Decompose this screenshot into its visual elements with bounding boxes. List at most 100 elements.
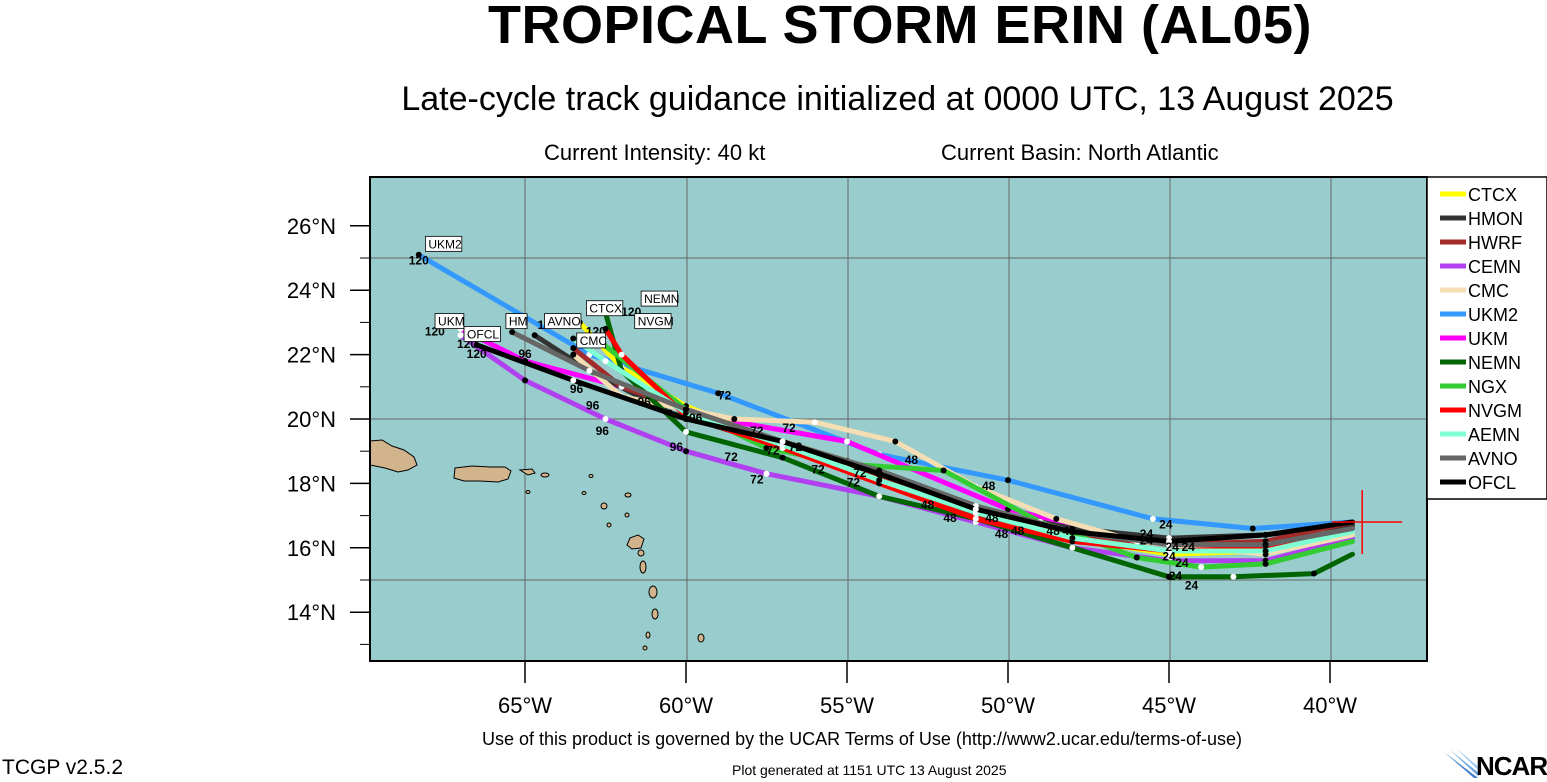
track-point bbox=[731, 416, 738, 422]
forecast-hour-label: 24 bbox=[1140, 534, 1154, 548]
forecast-hour-label: 72 bbox=[718, 389, 732, 403]
model-end-label: AVNO bbox=[548, 315, 581, 329]
model-label-box bbox=[640, 290, 678, 307]
lat-label: 20°N bbox=[287, 407, 336, 432]
model-label-box bbox=[544, 313, 582, 330]
model-end-label: HM bbox=[509, 315, 528, 329]
track-point bbox=[715, 390, 722, 397]
forecast-hour-label: 24 bbox=[1162, 550, 1176, 564]
track-point bbox=[779, 454, 786, 461]
storm-position-marker bbox=[1332, 490, 1403, 555]
track-point bbox=[1166, 538, 1172, 545]
track-point bbox=[683, 448, 689, 455]
page-subtitle: Late-cycle track guidance initialized at… bbox=[401, 80, 1394, 118]
version-label: TCGP v2.5.2 bbox=[2, 756, 123, 779]
forecast-hour-label: 72 bbox=[811, 463, 825, 477]
track-point bbox=[892, 438, 899, 445]
forecast-hour-label: 24 bbox=[1185, 579, 1199, 593]
track-point bbox=[618, 351, 625, 358]
track-point bbox=[972, 515, 979, 522]
forecast-hour-label: 24 bbox=[1169, 569, 1183, 583]
lon-label: 50°W bbox=[981, 693, 1035, 718]
track-point bbox=[1198, 564, 1205, 571]
forecast-hour-label: 96 bbox=[670, 440, 684, 454]
track-point bbox=[570, 351, 577, 358]
terms-of-use: Use of this product is governed by the U… bbox=[482, 729, 1242, 749]
legend-label: CTCX bbox=[1468, 185, 1517, 205]
forecast-hour-label: 72 bbox=[724, 450, 738, 464]
forecast-hour-label: 72 bbox=[853, 466, 867, 480]
track-point bbox=[763, 470, 770, 477]
legend-label: AEMN bbox=[1468, 425, 1520, 445]
legend: CTCX HMON HWRF CEMN CMC UKM2 UKM NEMN NGX NVGM AEM… bbox=[1426, 176, 1547, 500]
forecast-hour-label: 72 bbox=[782, 421, 796, 435]
legend-label: UKM2 bbox=[1468, 305, 1518, 325]
model-end-label: CTCX bbox=[589, 302, 622, 316]
forecast-hour-label: 24 bbox=[1140, 527, 1154, 541]
lat-label: 18°N bbox=[287, 471, 336, 496]
legend-label: HMON bbox=[1468, 209, 1523, 229]
model-end-label: NVGM bbox=[638, 315, 674, 329]
track-point bbox=[1262, 560, 1269, 567]
forecast-hour-label: 96 bbox=[570, 382, 584, 396]
forecast-hour-label: 48 bbox=[921, 498, 935, 512]
forecast-hour-label: 96 bbox=[637, 395, 651, 409]
lat-label: 16°N bbox=[287, 536, 336, 561]
forecast-hour-label: 48 bbox=[905, 453, 919, 467]
model-label-box bbox=[634, 313, 672, 330]
puerto-rico bbox=[453, 465, 512, 483]
forecast-hour-label: 24 bbox=[1182, 540, 1196, 554]
track-point bbox=[876, 493, 883, 500]
forecast-hour-label: 72 bbox=[789, 440, 803, 454]
track-point bbox=[779, 438, 786, 445]
model-label-box bbox=[576, 332, 606, 349]
track-avno bbox=[509, 329, 1355, 548]
forecast-hour-label: 24 bbox=[1166, 540, 1180, 554]
model-label-box bbox=[434, 313, 465, 330]
puerto-rico-hispaniola bbox=[370, 439, 418, 473]
track-point bbox=[683, 416, 689, 422]
ncar-logo-text: NCAR bbox=[1476, 751, 1547, 781]
track-aemn bbox=[570, 336, 1355, 554]
track-point bbox=[940, 467, 947, 474]
track-point bbox=[509, 329, 516, 336]
track-point bbox=[1149, 515, 1156, 522]
track-point bbox=[522, 377, 528, 384]
forecast-hour-label: 24 bbox=[1175, 556, 1189, 570]
forecast-hour-label: 96 bbox=[586, 398, 600, 412]
track-point bbox=[602, 416, 609, 422]
track-point bbox=[1053, 515, 1060, 522]
track-point bbox=[570, 377, 577, 384]
forecast-hour-label: 48 bbox=[943, 511, 957, 525]
page-title: TROPICAL STORM ERIN (AL05) bbox=[487, 0, 1313, 55]
track-point bbox=[1166, 548, 1172, 555]
land-masses bbox=[370, 439, 705, 651]
ncar-logo-icon bbox=[1444, 748, 1482, 778]
model-label-box bbox=[463, 326, 501, 342]
track-point bbox=[1262, 541, 1269, 548]
forecast-hour-label: 48 bbox=[1063, 524, 1077, 538]
forecast-hour-label: 72 bbox=[750, 424, 764, 438]
track-point bbox=[1230, 573, 1237, 580]
legend-label: NGX bbox=[1468, 377, 1507, 397]
lat-label: 14°N bbox=[287, 600, 336, 625]
forecast-hour-label: 120 bbox=[409, 253, 429, 267]
track-point bbox=[602, 358, 609, 365]
forecast-hour-label: 48 bbox=[985, 511, 999, 525]
forecast-hour-label: 48 bbox=[1011, 524, 1025, 538]
forecast-hour-label: 96 bbox=[518, 347, 532, 361]
track-point bbox=[415, 251, 422, 258]
track-point bbox=[1069, 535, 1076, 542]
track-point bbox=[602, 325, 609, 332]
track-point bbox=[1310, 570, 1317, 577]
model-label-box bbox=[505, 313, 528, 330]
forecast-hour-label: 120 bbox=[467, 347, 487, 361]
track-point bbox=[586, 367, 593, 374]
model-label-box bbox=[424, 235, 463, 252]
track-point bbox=[531, 332, 538, 339]
lon-label: 60°W bbox=[659, 693, 713, 718]
latitude-labels: 26°N 24°N 22°N 20°N 18°N 16°N 14°N bbox=[287, 214, 336, 625]
track-point bbox=[876, 477, 883, 484]
